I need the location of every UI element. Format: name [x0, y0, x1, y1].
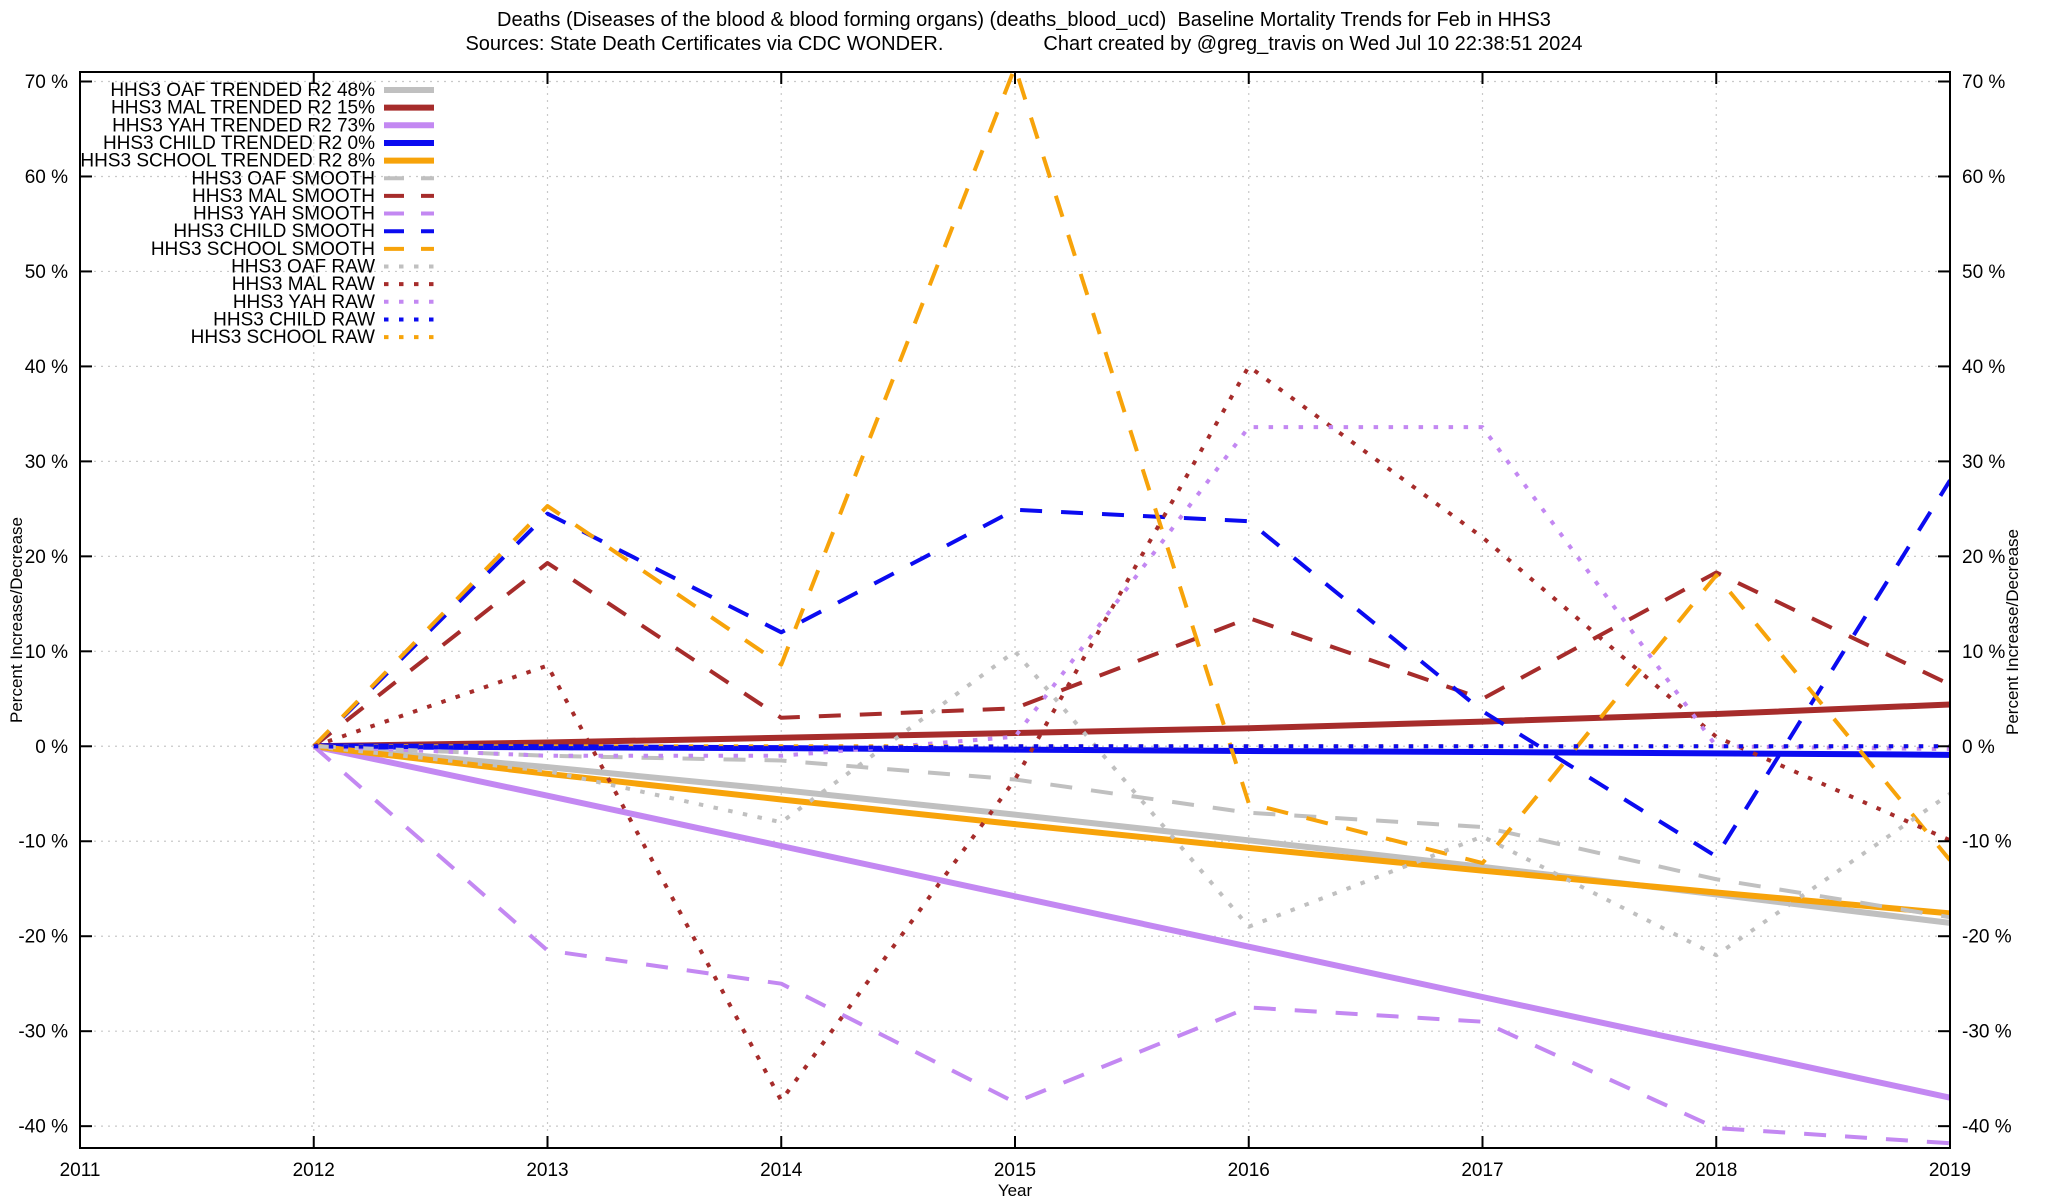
legend-label-mal-raw: HHS3 MAL RAW [232, 274, 375, 295]
y-axis-label-left: Percent Increase/Decrease [7, 517, 26, 723]
y-tick-label-right: -30 % [1962, 1022, 2012, 1043]
legend-label-mal-trended: HHS3 MAL TRENDED R2 15% [111, 98, 375, 119]
x-tick-label: 2013 [526, 1160, 568, 1181]
x-tick-label: 2016 [1228, 1160, 1270, 1181]
legend-label-child-raw: HHS3 CHILD RAW [213, 309, 375, 330]
chart-credit-note: Chart created by @greg_travis on Wed Jul… [1043, 33, 1583, 55]
series-line-yah-trended [313, 743, 1950, 1101]
legend-label-yah-raw: HHS3 YAH RAW [233, 292, 375, 313]
series-line-mal-smooth [312, 560, 1950, 748]
y-tick-label-left: -20 % [18, 927, 68, 948]
legend-label-oaf-trended: HHS3 OAF TRENDED R2 48% [110, 80, 375, 101]
series-line-oaf-raw [313, 649, 1950, 958]
y-axis-label-right: Percent Increase/Decrease [2003, 529, 2022, 735]
y-tick-label-left: -40 % [18, 1117, 68, 1138]
x-tick-label: 2019 [1929, 1160, 1971, 1181]
legend-label-oaf-smooth: HHS3 OAF SMOOTH [191, 168, 375, 189]
series-line-oaf-smooth [313, 744, 1950, 920]
y-tick-label-right: 70 % [1962, 72, 2005, 93]
legend-label-school-smooth: HHS3 SCHOOL SMOOTH [151, 239, 375, 260]
y-tick-label-right: 40 % [1962, 357, 2005, 378]
legend-label-school-trended: HHS3 SCHOOL TRENDED R2 8% [80, 151, 375, 172]
legend-label-yah-smooth: HHS3 YAH SMOOTH [193, 204, 375, 225]
y-tick-label-right: 50 % [1962, 262, 2005, 283]
y-tick-label-right: 20 % [1962, 547, 2005, 568]
series-line-child-trended [313, 743, 1950, 758]
chart-subtitle: Sources: State Death Certificates via CD… [0, 33, 2048, 56]
legend-label-child-smooth: HHS3 CHILD SMOOTH [173, 221, 375, 242]
chart-title: Deaths (Diseases of the blood & blood fo… [497, 9, 1551, 31]
series-line-child-raw [313, 744, 1950, 751]
y-tick-label-left: 20 % [25, 547, 68, 568]
y-tick-label-left: 40 % [25, 357, 68, 378]
x-tick-label: 2017 [1461, 1160, 1503, 1181]
y-tick-label-left: -30 % [18, 1022, 68, 1043]
axis-ticks [79, 72, 1951, 1148]
x-tick-label: 2011 [60, 1160, 101, 1181]
y-tick-label-right: -10 % [1962, 832, 2012, 853]
x-tick-label: 2018 [1695, 1160, 1737, 1181]
legend-label-yah-trended: HHS3 YAH TRENDED R2 73% [112, 115, 375, 136]
legend-label-oaf-raw: HHS3 OAF RAW [231, 257, 375, 278]
y-tick-label-right: 0 % [1962, 737, 1995, 758]
x-axis-label: Year [998, 1181, 1033, 1200]
y-tick-label-left: -10 % [18, 832, 68, 853]
y-tick-label-right: 60 % [1962, 167, 2005, 188]
legend-label-school-raw: HHS3 SCHOOL RAW [191, 327, 375, 348]
legend-label-mal-smooth: HHS3 MAL SMOOTH [192, 186, 375, 207]
legend: HHS3 OAF TRENDED R2 48%HHS3 MAL TRENDED … [80, 80, 434, 348]
series-line-school-smooth [312, 72, 1950, 866]
legend-label-child-trended: HHS3 CHILD TRENDED R2 0% [103, 133, 375, 154]
y-tick-label-left: 70 % [25, 72, 68, 93]
tick-labels: -40 % -40 % -30 % -30 % -20 % -20 % -10 % -10 %… [18, 72, 2011, 1181]
series-line-school-trended [313, 743, 1950, 917]
y-tick-label-left: 0 % [35, 737, 68, 758]
x-tick-label: 2012 [293, 1160, 335, 1181]
y-tick-label-right: -40 % [1962, 1117, 2012, 1138]
series-line-yah-raw [313, 425, 1950, 758]
y-tick-label-right: -20 % [1962, 927, 2012, 948]
gridlines [80, 72, 1950, 1148]
y-tick-label-right: 10 % [1962, 642, 2005, 663]
y-tick-label-left: 10 % [25, 642, 68, 663]
chart-source-note: Sources: State Death Certificates via CD… [465, 33, 944, 55]
y-tick-label-left: 50 % [25, 262, 68, 283]
y-tick-label-left: 60 % [25, 167, 68, 188]
x-tick-label: 2014 [760, 1160, 803, 1181]
y-tick-label-right: 30 % [1962, 452, 2005, 473]
y-tick-label-left: 30 % [25, 452, 68, 473]
x-tick-label: 2015 [994, 1160, 1036, 1181]
series-layer [312, 72, 1950, 1146]
series-line-yah-smooth [312, 744, 1950, 1146]
